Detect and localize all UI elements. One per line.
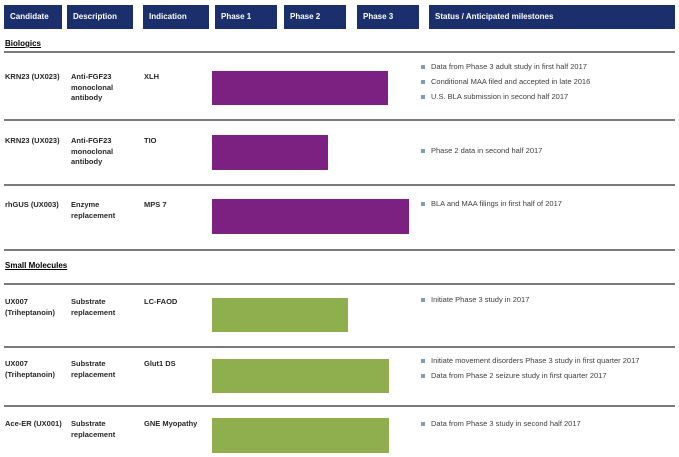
indication-cell: XLH: [144, 72, 159, 81]
description-cell: Enzyme replacement: [71, 200, 116, 220]
milestones-list: Data from Phase 3 study in second half 2…: [421, 416, 675, 431]
separator-line: [4, 405, 675, 407]
candidate-cell: KRN23 (UX023): [5, 72, 60, 81]
column-header-status: Status / Anticipated milestones: [429, 5, 675, 29]
column-header-candidate: Candidate: [4, 5, 62, 29]
indication-cell: LC-FAOD: [144, 297, 178, 306]
milestone-item: U.S. BLA submission in second half 2017: [421, 89, 675, 104]
separator-line: [4, 119, 675, 121]
candidate-cell: KRN23 (UX023): [5, 136, 60, 145]
milestone-item: BLA and MAA filings in first half of 201…: [421, 196, 675, 211]
description-cell: Substrate replacement: [71, 297, 116, 317]
milestone-item: Initiate Phase 3 study in 2017: [421, 292, 675, 307]
description-cell: Substrate replacement: [71, 419, 116, 439]
indication-cell: MPS 7: [144, 200, 167, 209]
column-header-indication: Indication: [143, 5, 209, 29]
separator-line: [4, 51, 675, 53]
candidate-cell: rhGUS (UX003): [5, 200, 59, 209]
description-cell: Anti-FGF23 monoclonal antibody: [71, 136, 114, 166]
indication-cell: Glut1 DS: [144, 359, 176, 368]
milestone-item: Initiate movement disorders Phase 3 stud…: [421, 353, 675, 368]
separator-line: [4, 249, 675, 251]
column-header-phase3: Phase 3: [357, 5, 419, 29]
phase-progress-bar: [212, 199, 409, 234]
milestones-list: Initiate Phase 3 study in 2017: [421, 292, 675, 307]
phase-progress-bar: [212, 418, 389, 453]
milestones-list: BLA and MAA filings in first half of 201…: [421, 196, 675, 211]
phase-progress-bar: [212, 298, 348, 332]
separator-line: [4, 346, 675, 348]
milestone-item: Data from Phase 3 adult study in first h…: [421, 59, 675, 74]
milestones-list: Phase 2 data in second half 2017: [421, 143, 675, 158]
candidate-cell: UX007 (Triheptanoin): [5, 359, 55, 379]
milestones-list: Initiate movement disorders Phase 3 stud…: [421, 353, 675, 383]
phase-progress-bar: [212, 71, 388, 105]
phase-progress-bar: [212, 359, 389, 393]
section-label-biologics: Biologics: [5, 39, 42, 48]
phase-progress-bar: [212, 135, 328, 170]
section-label-small-molecules: Small Molecules: [5, 261, 68, 270]
milestones-list: Data from Phase 3 adult study in first h…: [421, 59, 675, 104]
milestone-item: Data from Phase 3 study in second half 2…: [421, 416, 675, 431]
description-cell: Anti-FGF23 monoclonal antibody: [71, 72, 114, 102]
description-cell: Substrate replacement: [71, 359, 116, 379]
milestone-item: Data from Phase 2 seizure study in first…: [421, 368, 675, 383]
indication-cell: GNE Myopathy: [144, 419, 198, 428]
column-header-phase1: Phase 1: [215, 5, 277, 29]
column-header-phase2: Phase 2: [284, 5, 346, 29]
candidate-cell: UX007 (Triheptanoin): [5, 297, 55, 317]
candidate-cell: Ace-ER (UX001): [5, 419, 62, 428]
indication-cell: TIO: [144, 136, 157, 145]
milestone-item: Phase 2 data in second half 2017: [421, 143, 675, 158]
column-header-description: Description: [67, 5, 133, 29]
milestone-item: Conditional MAA filed and accepted in la…: [421, 74, 675, 89]
separator-line: [4, 184, 675, 186]
separator-line: [4, 283, 675, 285]
